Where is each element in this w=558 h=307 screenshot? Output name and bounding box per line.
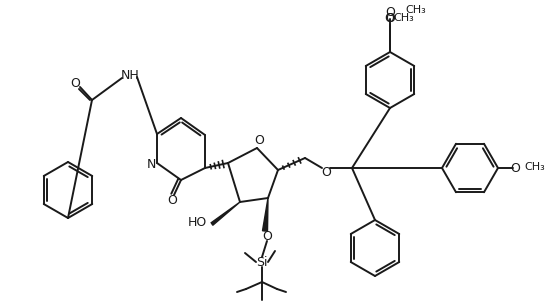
Text: CH₃: CH₃ — [393, 13, 415, 23]
Text: O: O — [385, 11, 395, 25]
Text: O: O — [510, 161, 520, 174]
Text: O: O — [384, 11, 394, 25]
Text: O: O — [70, 76, 80, 90]
Text: O: O — [167, 193, 177, 207]
Polygon shape — [211, 202, 240, 225]
Text: CH₃: CH₃ — [405, 5, 426, 15]
Text: N: N — [146, 157, 156, 170]
Text: Si: Si — [256, 255, 268, 269]
Text: O: O — [254, 134, 264, 146]
Text: NH: NH — [121, 68, 140, 81]
Text: HO: HO — [187, 216, 207, 228]
Text: O: O — [321, 165, 331, 178]
Text: O: O — [262, 230, 272, 243]
Polygon shape — [262, 198, 268, 231]
Text: O: O — [385, 6, 395, 18]
Text: CH₃: CH₃ — [524, 162, 545, 172]
